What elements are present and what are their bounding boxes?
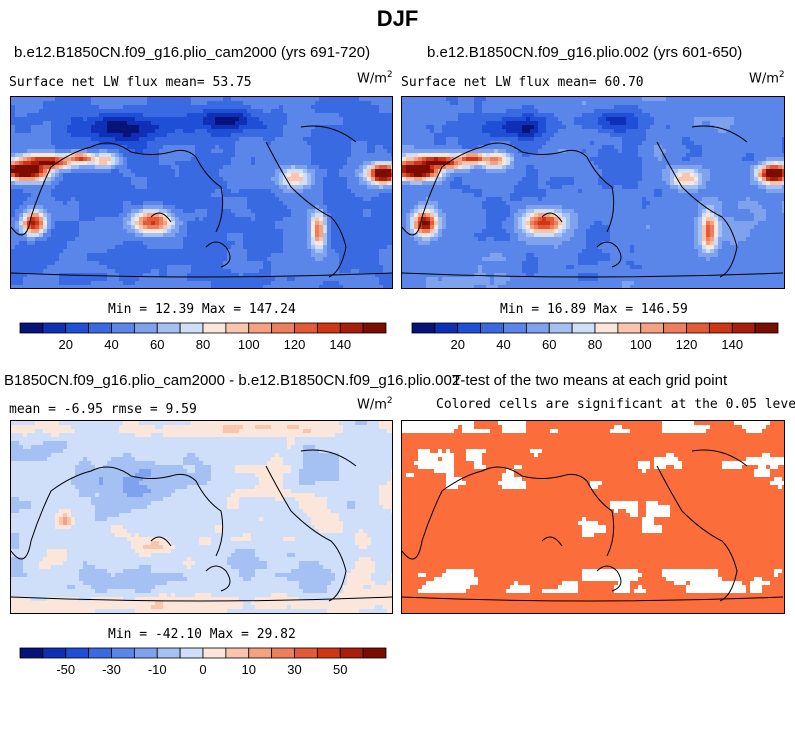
colorbar-tick-label: 20 (451, 337, 465, 352)
colorbar-swatch (19, 322, 44, 334)
ttest-label: Colored cells are significant at the 0.0… (436, 397, 795, 412)
colorbar-swatch (88, 322, 112, 334)
colorbar-tick-label: 140 (329, 337, 351, 352)
ttest-map-field (402, 421, 784, 613)
colorbar-swatch (111, 647, 135, 659)
colorbar-tick-label: 10 (242, 662, 256, 677)
colorbar-tick-label: 140 (721, 337, 743, 352)
colorbar-swatch (411, 322, 436, 334)
colorbar-swatch (248, 647, 273, 659)
case1-title: b.e12.B1850CN.f09_g16.plio_cam2000 (yrs … (14, 44, 371, 61)
colorbar-swatch (225, 322, 250, 334)
main-title: DJF (376, 6, 419, 31)
colorbar-swatch (708, 322, 733, 334)
colorbar-tick-label: -10 (148, 662, 167, 677)
case1-mean-label: Surface net LW flux mean= 53.75 (9, 75, 252, 90)
diff-colorbar: -50 -30 -10 0 10 30 50 (19, 647, 387, 678)
colorbar-swatch (65, 322, 90, 334)
ttest-title: T-test of the two means at each grid poi… (452, 372, 728, 389)
colorbar-swatch (225, 647, 250, 659)
case2-minmax: Min = 16.89 Max = 146.59 (500, 302, 688, 317)
colorbar-swatch (42, 647, 67, 659)
colorbar-swatch (248, 322, 273, 334)
diff-map (10, 420, 393, 614)
colorbar-swatch (362, 322, 387, 334)
case1-minmax: Min = 12.39 Max = 147.24 (108, 302, 296, 317)
colorbar-tick-label: 20 (59, 337, 73, 352)
colorbar-tick-label: 60 (150, 337, 164, 352)
colorbar-swatch (339, 322, 364, 334)
colorbar-swatch (686, 322, 710, 334)
colorbar-swatch (133, 322, 158, 334)
colorbar-swatch (525, 322, 550, 334)
colorbar-swatch (42, 322, 67, 334)
colorbar-tick-label: 40 (496, 337, 510, 352)
colorbar-swatch (480, 322, 504, 334)
diff-map-field (11, 421, 392, 613)
colorbar-swatch (294, 322, 318, 334)
case2-title: b.e12.B1850CN.f09_g16.plio.002 (yrs 601-… (427, 44, 743, 61)
diff-minmax: Min = -42.10 Max = 29.82 (108, 627, 296, 642)
colorbar-swatch (362, 647, 387, 659)
colorbar-swatch (156, 322, 181, 334)
colorbar-swatch (88, 647, 112, 659)
colorbar-swatch (316, 647, 341, 659)
colorbar-swatch (179, 647, 204, 659)
colorbar-tick-label: 120 (676, 337, 698, 352)
colorbar-swatch (339, 647, 364, 659)
colorbar-swatch (316, 322, 341, 334)
colorbar-swatch (133, 647, 158, 659)
diff-mean-label: mean = -6.95 rmse = 9.59 (9, 402, 197, 417)
colorbar-swatch (65, 647, 90, 659)
colorbar-swatch (617, 322, 642, 334)
colorbar-tick-label: 120 (284, 337, 306, 352)
case2-units: W/m2 (749, 70, 785, 87)
colorbar-tick-label: 80 (588, 337, 602, 352)
case2-colorbar: 20 40 60 80 100 120 140 (411, 322, 779, 353)
colorbar-swatch (503, 322, 527, 334)
case2-mean-label: Surface net LW flux mean= 60.70 (401, 75, 644, 90)
colorbar-tick-label: 30 (287, 662, 301, 677)
colorbar-tick-label: -30 (102, 662, 121, 677)
colorbar-swatch (594, 322, 619, 334)
diff-units: W/m2 (357, 396, 393, 413)
colorbar-swatch (571, 322, 596, 334)
case1-map-field (11, 97, 392, 288)
case2-map-field (402, 97, 784, 288)
case1-map (10, 96, 393, 289)
colorbar-swatch (156, 647, 181, 659)
case2-map (401, 96, 785, 289)
colorbar-swatch (179, 322, 204, 334)
colorbar-swatch (434, 322, 459, 334)
colorbar-swatch (271, 322, 295, 334)
colorbar-tick-label: -50 (56, 662, 75, 677)
colorbar-tick-label: 100 (238, 337, 260, 352)
case1-colorbar: 20 40 60 80 100 120 140 (19, 322, 387, 353)
colorbar-tick-label: 60 (542, 337, 556, 352)
colorbar-swatch (731, 322, 756, 334)
colorbar-swatch (202, 647, 227, 659)
colorbar-swatch (548, 322, 573, 334)
diff-title: B1850CN.f09_g16.plio_cam2000 - b.e12.B18… (4, 372, 461, 389)
colorbar-tick-label: 100 (630, 337, 652, 352)
colorbar-swatch (271, 647, 295, 659)
colorbar-swatch (19, 647, 44, 659)
ttest-map (401, 420, 785, 614)
case1-units: W/m2 (357, 70, 393, 87)
colorbar-tick-label: 40 (104, 337, 118, 352)
colorbar-swatch (294, 647, 318, 659)
colorbar-swatch (202, 322, 227, 334)
colorbar-swatch (754, 322, 779, 334)
colorbar-tick-label: 0 (199, 662, 206, 677)
colorbar-tick-label: 80 (196, 337, 210, 352)
colorbar-swatch (663, 322, 687, 334)
colorbar-tick-label: 50 (333, 662, 347, 677)
colorbar-swatch (111, 322, 135, 334)
colorbar-swatch (457, 322, 482, 334)
colorbar-swatch (640, 322, 665, 334)
